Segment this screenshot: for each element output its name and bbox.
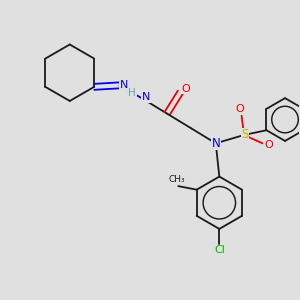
Text: CH₃: CH₃ <box>169 175 185 184</box>
Text: N: N <box>120 80 128 90</box>
Text: O: O <box>265 140 273 150</box>
Text: Cl: Cl <box>214 245 225 255</box>
Text: O: O <box>236 104 244 114</box>
Text: N: N <box>142 92 150 102</box>
Text: O: O <box>181 84 190 94</box>
Text: S: S <box>241 128 249 142</box>
Text: H: H <box>128 88 136 98</box>
Text: N: N <box>212 137 220 150</box>
